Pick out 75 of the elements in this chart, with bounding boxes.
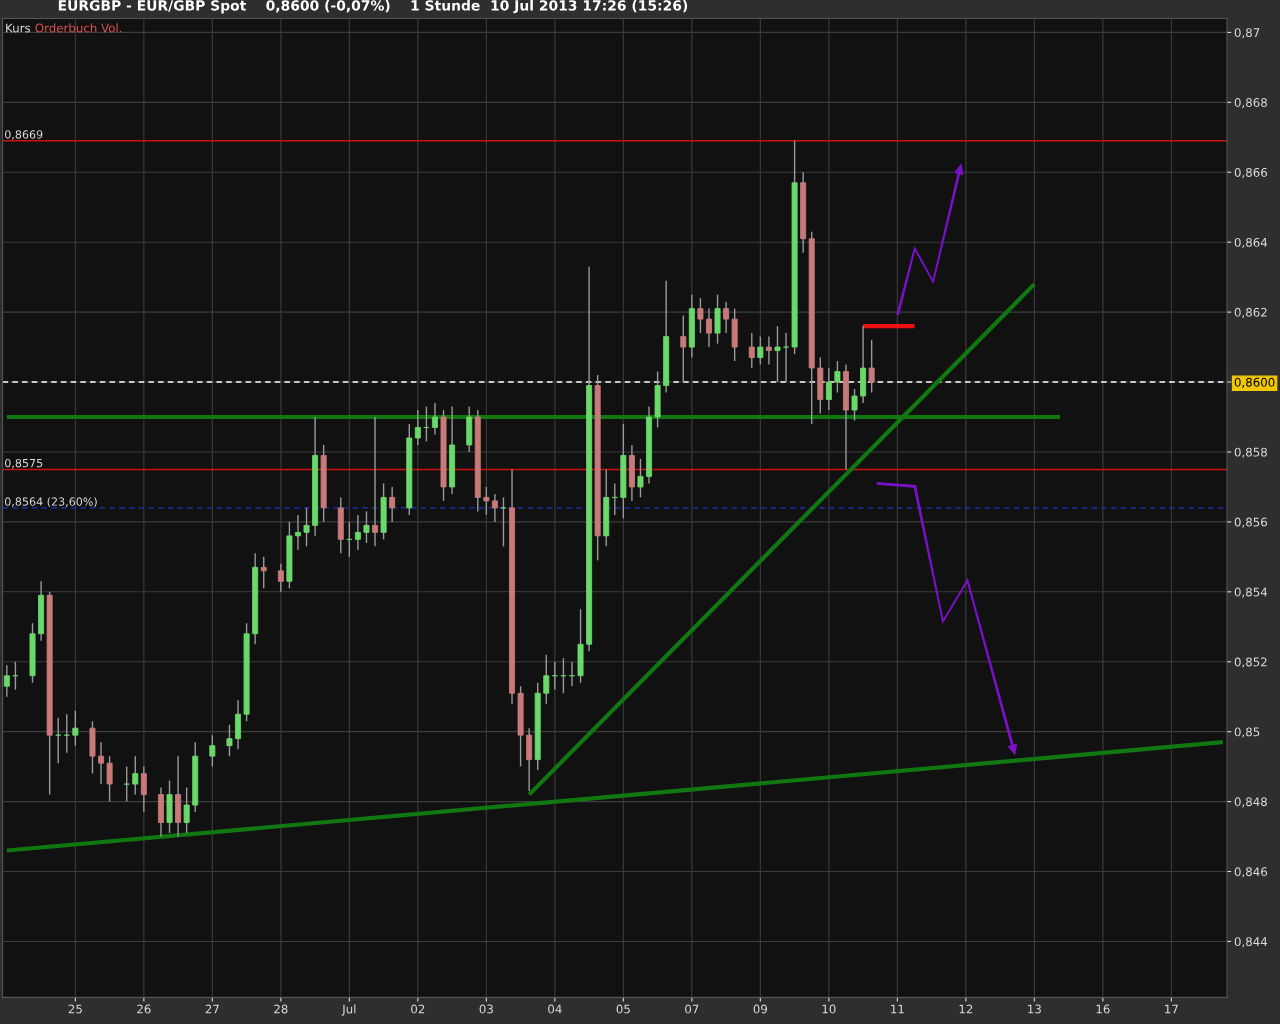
y-tick-label: 0,852 — [1234, 657, 1267, 668]
candlestick — [765, 335, 772, 366]
candlestick — [183, 786, 190, 834]
candlestick — [98, 741, 105, 785]
ref-line-label: 0,8575 — [5, 458, 43, 469]
y-tick-label: 0,844 — [1234, 937, 1268, 948]
candlestick — [774, 325, 781, 383]
candlestick — [123, 765, 130, 803]
y-tick-label: 0,85 — [1234, 727, 1260, 738]
x-tick-label: Jul — [341, 1004, 356, 1016]
candlestick — [757, 335, 764, 366]
chart-subtitle: Kurs — [6, 23, 31, 33]
candlestick — [543, 654, 550, 705]
candlestick — [723, 300, 730, 334]
candlestick — [783, 332, 790, 383]
x-tick-label: 07 — [685, 1004, 699, 1014]
candlestick — [226, 723, 233, 757]
y-tick-label: 0,87 — [1234, 28, 1260, 39]
x-tick-label: 05 — [616, 1004, 630, 1014]
annotation: Orderbuch Vol. — [35, 23, 122, 33]
y-tick-label: 0,848 — [1234, 797, 1267, 808]
candlestick — [834, 360, 841, 394]
y-tick-label: 0,858 — [1234, 447, 1267, 458]
candlestick — [72, 709, 79, 747]
candlestick — [363, 510, 370, 544]
y-tick-label: 0,868 — [1234, 98, 1267, 109]
candlestick — [748, 332, 755, 369]
y-tick-label: 0,846 — [1234, 867, 1268, 878]
candlestick — [260, 556, 267, 590]
ref-line-label: 0,8669 — [5, 130, 43, 140]
x-tick-label: 17 — [1165, 1004, 1178, 1014]
x-tick-label: 09 — [753, 1004, 768, 1014]
candlestick — [277, 563, 284, 593]
candlestick — [3, 664, 10, 698]
y-tick-label: 0,866 — [1234, 167, 1268, 179]
candlestick — [697, 297, 704, 334]
x-tick-label: 16 — [1096, 1004, 1110, 1014]
candlestick — [705, 307, 712, 348]
candlestick — [483, 486, 490, 516]
x-tick-label: 28 — [274, 1004, 288, 1014]
candlestick — [825, 367, 832, 411]
y-tick-label: 0,864 — [1234, 237, 1268, 249]
x-tick-label: 12 — [959, 1004, 973, 1014]
x-tick-label: 10 — [822, 1004, 836, 1014]
candlestick — [414, 409, 421, 446]
candlestick — [132, 755, 139, 796]
x-tick-label: 26 — [137, 1004, 151, 1014]
candlestick — [372, 416, 379, 548]
y-tick-label: 0,8600 — [1234, 377, 1275, 388]
x-tick-label: 27 — [205, 1004, 219, 1014]
candlestick — [294, 514, 301, 551]
candlestick — [106, 755, 113, 803]
candlestick — [851, 388, 858, 422]
candlestick — [389, 486, 396, 523]
candlestick — [209, 734, 216, 768]
candlestick — [500, 496, 507, 548]
x-tick-label: 13 — [1028, 1004, 1041, 1014]
candlestick — [140, 765, 147, 813]
candlestick — [491, 493, 498, 523]
x-tick-label: 02 — [411, 1004, 425, 1014]
x-tick-label: 11 — [891, 1004, 904, 1014]
candlestick — [354, 514, 361, 551]
candlestick — [680, 314, 687, 383]
y-tick-label: 0,856 — [1234, 517, 1268, 528]
candlestick — [303, 507, 310, 548]
candlestick — [637, 458, 644, 499]
candlestick — [868, 339, 875, 394]
candlestick — [431, 402, 438, 436]
x-tick-label: 04 — [548, 1004, 562, 1014]
ref-line-label: 0,8564 (23,60%) — [5, 497, 97, 508]
x-tick-label: 03 — [479, 1004, 493, 1014]
y-tick-label: 0,854 — [1234, 587, 1268, 598]
y-tick-label: 0,862 — [1234, 307, 1267, 318]
x-tick-label: 25 — [68, 1004, 82, 1014]
chart-title: EURGBP - EUR/GBP Spot 0,8600 (-0,07%) 1 Stunde 10 Jul 2013 17:26 (15:26) — [58, 0, 688, 14]
